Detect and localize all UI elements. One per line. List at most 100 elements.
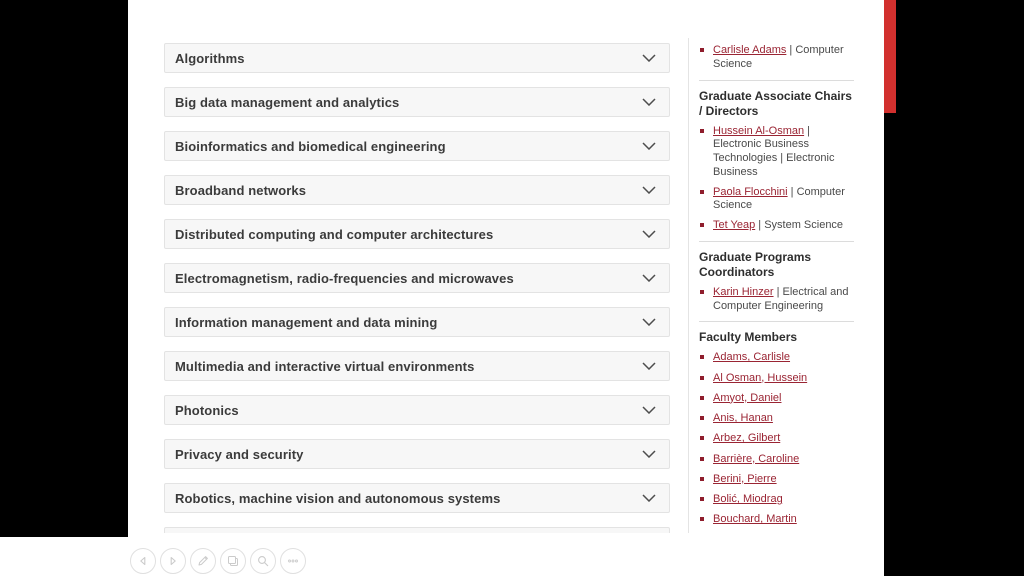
back-icon	[136, 554, 150, 568]
faculty-member-link[interactable]: Bolić, Miodrag	[713, 493, 783, 505]
bullet-icon	[700, 375, 704, 380]
accordion-item-label: Multimedia and interactive virtual envir…	[175, 358, 475, 374]
bullet-icon	[700, 48, 704, 52]
person-link[interactable]: Karin Hinzer	[713, 285, 774, 298]
bullet-icon	[700, 436, 704, 441]
accordion-item-privacy-security[interactable]: Privacy and security	[164, 439, 670, 469]
sidebar-divider	[699, 240, 854, 242]
bullet-icon	[700, 128, 704, 133]
ellipsis-icon	[286, 554, 300, 568]
accordion-item-big-data[interactable]: Big data management and analytics	[164, 87, 670, 117]
person-department: | System Science	[755, 219, 844, 231]
list-item: Berini, Pierre	[699, 473, 854, 487]
accordion-item-photonics[interactable]: Photonics	[164, 395, 670, 425]
list-item: Arbez, Gilbert	[699, 432, 854, 446]
list-item: Al Osman, Hussein	[699, 372, 854, 386]
list-item: Tet Yeap | System Science	[699, 219, 854, 233]
bullet-icon	[700, 289, 704, 294]
person-department: | Computer Science	[713, 185, 845, 212]
chevron-down-icon	[642, 230, 656, 238]
back-button[interactable]	[130, 548, 156, 574]
list-item: Karin Hinzer | Electrical and Computer E…	[699, 286, 854, 314]
accordion-item-label: Robotics, machine vision and autonomous …	[175, 490, 501, 506]
section-heading-assoc-chairs: Graduate Associate Chairs / Directors	[699, 88, 852, 118]
accordion-item-distributed-computing[interactable]: Distributed computing and computer archi…	[164, 219, 670, 249]
list-item: Bolić, Miodrag	[699, 493, 854, 507]
chevron-down-icon	[642, 186, 656, 194]
bullet-icon	[700, 223, 704, 227]
person-link[interactable]: Carlisle Adams	[713, 44, 787, 56]
bullet-icon	[700, 416, 704, 420]
accordion-item-algorithms[interactable]: Algorithms	[164, 43, 670, 73]
accordion-item-label: Bioinformatics and biomedical engineerin…	[175, 138, 446, 154]
accordion-item-bioinformatics[interactable]: Bioinformatics and biomedical engineerin…	[164, 131, 670, 161]
more-button[interactable]	[280, 548, 306, 574]
faculty-members-list: Adams, Carlisle Al Osman, Hussein Amyot,…	[699, 351, 854, 533]
research-areas-accordion: Algorithms Big data management and analy…	[164, 43, 670, 533]
accordion-item-label: Broadband networks	[175, 182, 307, 198]
person-department: | Electrical and Computer Engineering	[713, 285, 849, 312]
search-button[interactable]	[250, 548, 276, 574]
viewer-toolbar	[130, 548, 306, 574]
person-link[interactable]: Paola Flocchini	[713, 185, 788, 198]
bullet-icon	[700, 517, 704, 522]
faculty-member-link[interactable]: Al Osman, Hussein	[713, 371, 808, 384]
accordion-item-broadband-networks[interactable]: Broadband networks	[164, 175, 670, 205]
chevron-down-icon	[642, 54, 656, 62]
accordion-item-information-management[interactable]: Information management and data mining	[164, 307, 670, 337]
section-heading-faculty: Faculty Members	[699, 330, 798, 345]
pencil-icon	[196, 554, 210, 568]
faculty-member-link[interactable]: Berini, Pierre	[713, 472, 777, 485]
faculty-member-link[interactable]: Adams, Carlisle	[713, 351, 791, 364]
accordion-item-partial[interactable]	[164, 527, 670, 533]
bullet-icon	[700, 456, 704, 461]
list-item: Paola Flocchini | Computer Science	[699, 186, 854, 214]
faculty-member-link[interactable]: Anis, Hanan	[713, 412, 773, 424]
person-department: | Electronic Business Technologies | Ele…	[713, 124, 835, 178]
content-sidebar-divider	[688, 38, 689, 533]
accordion-item-label: Photonics	[175, 402, 239, 418]
chevron-down-icon	[642, 450, 656, 458]
person-link[interactable]: Tet Yeap	[713, 219, 756, 231]
faculty-member-link[interactable]: Barrière, Caroline	[713, 452, 800, 465]
person-link[interactable]: Hussein Al-Osman	[713, 124, 805, 137]
bullet-icon	[700, 395, 704, 400]
accordion-item-multimedia[interactable]: Multimedia and interactive virtual envir…	[164, 351, 670, 381]
chevron-down-icon	[642, 362, 656, 370]
accordion-item-electromagnetism[interactable]: Electromagnetism, radio-frequencies and …	[164, 263, 670, 293]
viewer-red-indicator-bar	[884, 0, 896, 113]
chevron-down-icon	[642, 494, 656, 502]
chevron-down-icon	[642, 142, 656, 150]
viewer-left-panel	[0, 0, 128, 537]
copy-icon	[226, 554, 240, 568]
bullet-icon	[700, 476, 704, 481]
viewer-right-panel	[884, 0, 1024, 576]
accordion-item-label: Distributed computing and computer archi…	[175, 226, 494, 242]
page-content: Algorithms Big data management and analy…	[128, 0, 884, 533]
copy-button[interactable]	[220, 548, 246, 574]
edit-button[interactable]	[190, 548, 216, 574]
faculty-member-link[interactable]: Arbez, Gilbert	[713, 432, 781, 445]
accordion-item-label: Information management and data mining	[175, 314, 438, 330]
chevron-down-icon	[642, 98, 656, 106]
forward-button[interactable]	[160, 548, 186, 574]
accordion-item-label: Algorithms	[175, 50, 245, 66]
bullet-icon	[700, 497, 704, 501]
chevron-down-icon	[642, 318, 656, 326]
accordion-item-robotics[interactable]: Robotics, machine vision and autonomous …	[164, 483, 670, 513]
search-icon	[256, 554, 270, 568]
people-sidebar: Carlisle Adams | Computer Science Gradua…	[699, 44, 854, 533]
bullet-icon	[700, 189, 704, 194]
forward-icon	[166, 554, 180, 568]
list-item: Anis, Hanan	[699, 412, 854, 426]
list-item: Bouchard, Martin	[699, 513, 854, 527]
sidebar-divider	[699, 79, 854, 81]
accordion-item-label: Big data management and analytics	[175, 94, 400, 110]
faculty-member-link[interactable]: Amyot, Daniel	[713, 391, 782, 404]
section-heading-coordinators: Graduate Programs Coordinators	[699, 249, 812, 279]
accordion-item-label: Privacy and security	[175, 446, 304, 462]
list-item: Carlisle Adams | Computer Science	[699, 44, 854, 72]
faculty-member-link[interactable]: Bouchard, Martin	[713, 513, 797, 526]
list-item: Hussein Al-Osman | Electronic Business T…	[699, 125, 854, 180]
sidebar-divider	[699, 321, 854, 323]
